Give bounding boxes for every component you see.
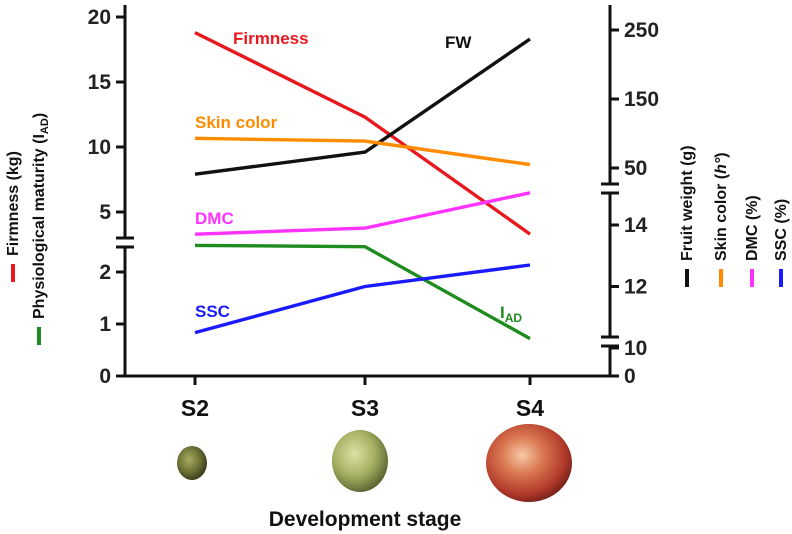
right-tick-label: 50 <box>624 157 647 180</box>
right-axis-label-text-ssc: SSC (%) <box>773 199 790 261</box>
left-tick-label: 5 <box>99 201 111 224</box>
series-line-firmness <box>194 31 531 236</box>
left-tick-label: 1 <box>99 313 111 336</box>
right-axis-label-fw: Fruit weight (g) <box>679 145 696 287</box>
fruit-s3-image <box>332 430 388 492</box>
x-tick-label: S2 <box>181 395 209 421</box>
left-axis-label-iad: Physiological maturity (IAD) <box>31 113 51 345</box>
left-axis-label-text-iad: Physiological maturity (IAD) <box>31 113 51 319</box>
series-line-iad <box>194 243 531 341</box>
series-label-skin-color: Skin color <box>195 113 278 132</box>
series-labels: Firmness IAD FW Skin color DMC SSC <box>195 29 522 325</box>
series-line-skin-color <box>194 136 531 167</box>
series-label-firmness: Firmness <box>233 29 309 48</box>
fruit-images <box>177 424 572 502</box>
series-line-fw <box>194 37 531 176</box>
right-tick-label: 12 <box>624 276 647 299</box>
right-axis-label-text-dmc: DMC (%) <box>744 195 761 261</box>
x-tick-label: S3 <box>351 395 379 421</box>
series-line-dmc <box>194 191 531 236</box>
series-line-ssc <box>194 263 531 335</box>
left-tick-label: 2 <box>99 261 111 284</box>
left-tick-label: 10 <box>88 136 111 159</box>
right-axis-label-text-skin: Skin color (h°) <box>713 152 730 261</box>
series-label-ssc: SSC <box>195 302 230 321</box>
right-axis-label-dmc: DMC (%) <box>744 195 761 287</box>
series-label-iad: IAD <box>500 303 522 325</box>
fruit-s4-image <box>486 424 572 502</box>
right-axis-label-skin: Skin color (h°) <box>713 152 730 287</box>
x-axis-title: Development stage <box>269 508 462 531</box>
right-tick-label: 250 <box>624 19 659 42</box>
series-label-fw: FW <box>445 33 472 52</box>
x-tick-label: S4 <box>516 395 544 421</box>
right-tick-label: 150 <box>624 88 659 111</box>
left-axis-label-firmness: Firmness (kg) <box>5 151 22 282</box>
left-tick-label: 0 <box>99 365 111 388</box>
series-label-dmc: DMC <box>195 209 234 228</box>
left-tick-label: 15 <box>88 71 112 94</box>
series-lines <box>194 31 531 341</box>
right-axis-label-text-fw: Fruit weight (g) <box>679 145 696 261</box>
fruit-s2-image <box>177 446 207 480</box>
left-tick-label: 20 <box>88 6 111 29</box>
right-tick-label: 14 <box>624 214 648 237</box>
right-tick-label: 10 <box>624 337 647 360</box>
right-tick-label: 0 <box>624 365 636 388</box>
right-axis-label-ssc: SSC (%) <box>773 199 790 287</box>
left-axis-label-text-firmness: Firmness (kg) <box>5 151 22 256</box>
